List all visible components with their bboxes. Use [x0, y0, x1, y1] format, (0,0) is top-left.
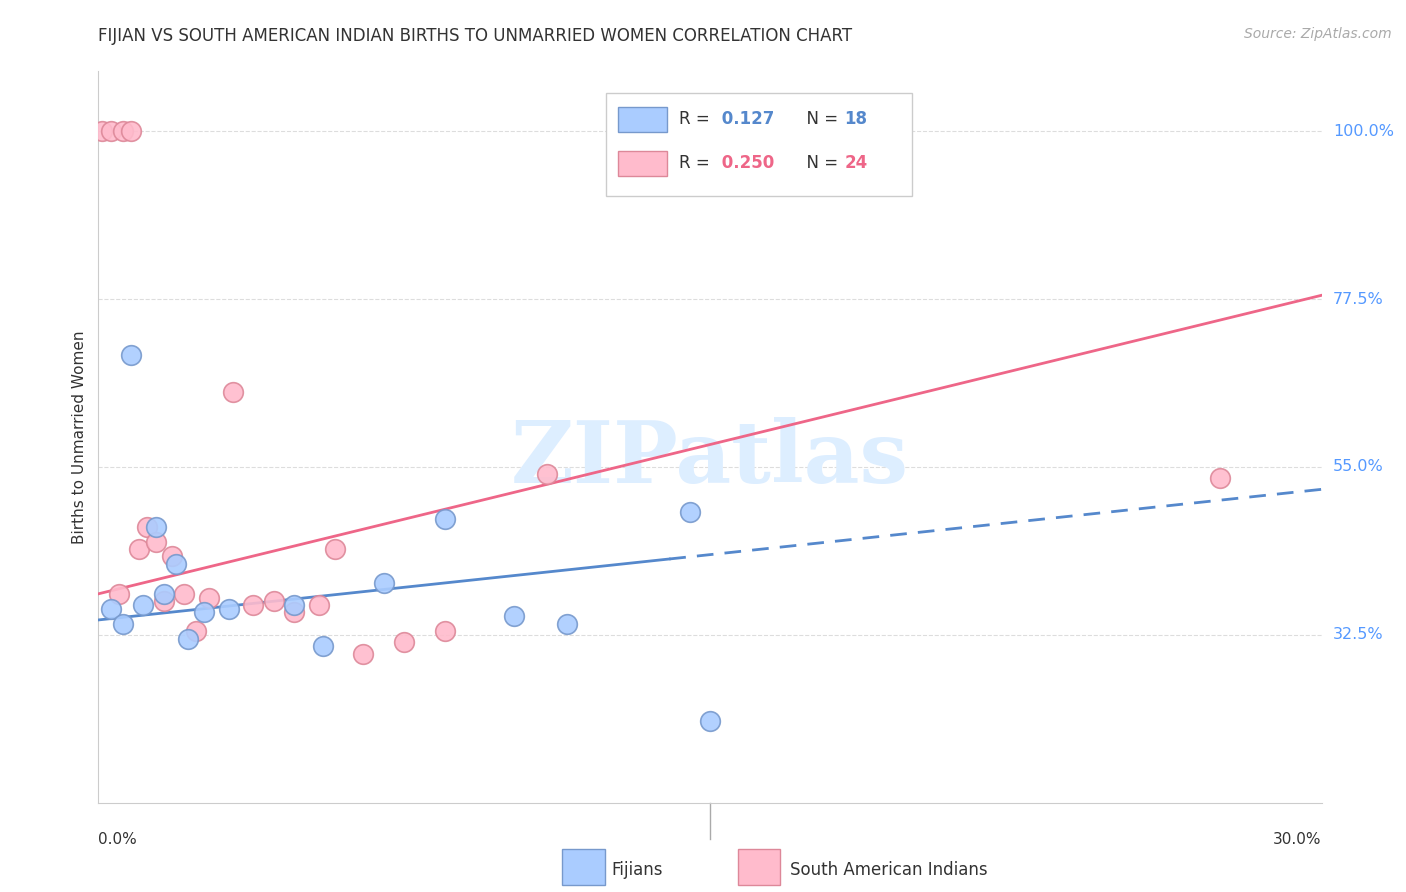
Point [308, 598, 330, 612]
Text: 0.250: 0.250 [716, 153, 775, 172]
Text: 0.0%: 0.0% [98, 832, 138, 847]
Point [433, 512, 456, 526]
Point [177, 632, 200, 646]
Point [91, 124, 114, 138]
Point [283, 606, 305, 620]
Point [373, 575, 395, 590]
Point [152, 587, 174, 601]
Point [1208, 471, 1232, 485]
Text: R =: R = [679, 153, 716, 172]
Point [283, 598, 305, 612]
FancyBboxPatch shape [619, 151, 668, 176]
Point [679, 505, 702, 519]
Point [120, 124, 142, 138]
Text: 24: 24 [845, 153, 868, 172]
FancyBboxPatch shape [619, 107, 668, 132]
Point [352, 647, 374, 661]
Point [186, 624, 208, 639]
Point [555, 616, 579, 631]
Y-axis label: Births to Unmarried Women: Births to Unmarried Women [72, 330, 87, 544]
Text: 77.5%: 77.5% [1333, 292, 1384, 307]
Text: 18: 18 [845, 110, 868, 128]
Point [193, 606, 215, 620]
Point [120, 348, 142, 362]
Point [392, 635, 416, 649]
Point [165, 557, 187, 571]
Text: N =: N = [796, 153, 844, 172]
Point [100, 124, 122, 138]
Point [136, 519, 159, 533]
Point [312, 639, 335, 653]
Point [111, 124, 134, 138]
Text: South American Indians: South American Indians [790, 861, 988, 879]
Text: 30.0%: 30.0% [1274, 832, 1322, 847]
Text: Source: ZipAtlas.com: Source: ZipAtlas.com [1244, 27, 1392, 41]
Point [242, 598, 264, 612]
Text: ZIPatlas: ZIPatlas [510, 417, 910, 501]
Text: 0.127: 0.127 [716, 110, 775, 128]
Point [197, 591, 219, 605]
Point [323, 542, 346, 557]
Point [433, 624, 456, 639]
Point [222, 385, 245, 400]
Point [536, 467, 558, 482]
Point [111, 616, 134, 631]
Point [145, 519, 167, 533]
Point [132, 598, 155, 612]
Point [100, 601, 122, 615]
Point [128, 542, 150, 557]
Point [145, 534, 167, 549]
Text: R =: R = [679, 110, 716, 128]
Point [218, 601, 240, 615]
Point [173, 587, 195, 601]
Text: N =: N = [796, 110, 844, 128]
Text: 32.5%: 32.5% [1333, 627, 1384, 642]
Text: Fijians: Fijians [612, 861, 664, 879]
Text: FIJIAN VS SOUTH AMERICAN INDIAN BIRTHS TO UNMARRIED WOMEN CORRELATION CHART: FIJIAN VS SOUTH AMERICAN INDIAN BIRTHS T… [98, 27, 852, 45]
FancyBboxPatch shape [606, 94, 912, 195]
Point [503, 609, 526, 624]
Point [160, 549, 183, 564]
Text: 55.0%: 55.0% [1333, 459, 1384, 475]
Point [699, 714, 721, 728]
Point [108, 587, 131, 601]
Text: 100.0%: 100.0% [1333, 124, 1393, 138]
Point [152, 594, 174, 608]
Point [263, 594, 285, 608]
